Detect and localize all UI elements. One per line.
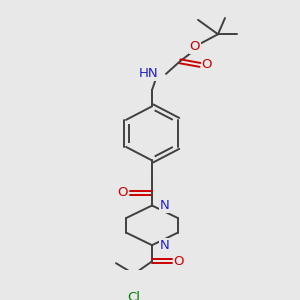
Text: N: N [160,239,170,252]
Text: O: O [174,255,184,268]
Text: O: O [190,40,200,53]
Text: Cl: Cl [128,291,140,300]
Text: O: O [202,58,212,71]
Text: N: N [160,199,170,212]
Text: O: O [118,186,128,200]
Text: HN: HN [138,68,158,80]
